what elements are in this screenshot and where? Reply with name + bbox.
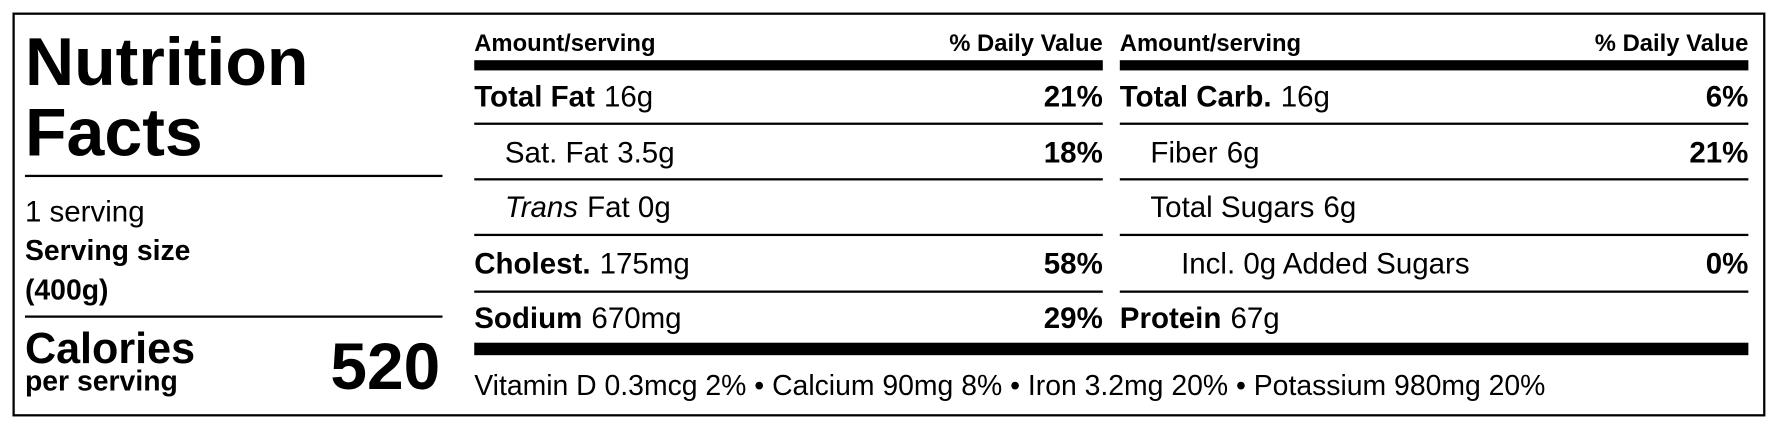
calories-label: Calories	[25, 325, 195, 373]
divider	[24, 315, 443, 318]
serving-size-label: Serving size	[25, 235, 191, 267]
header-amount: Amount/serving	[1120, 30, 1301, 57]
thick-bar	[474, 342, 1749, 356]
nutrient-amount: 175mg	[600, 247, 690, 280]
calories-sub: per serving	[25, 365, 178, 397]
nutrient-name: Cholest.	[474, 247, 590, 280]
nutrient-name: Protein	[1120, 302, 1222, 335]
nutrient-row: Incl. 0g Added Sugars	[1181, 247, 1470, 280]
nutrient-row: Fiber 6g	[1150, 136, 1259, 169]
nutrient-amount: 67g	[1230, 302, 1279, 335]
divider	[1119, 122, 1749, 125]
divider	[1119, 290, 1749, 293]
divider	[474, 233, 1103, 237]
nutrient-name: Total Carb.	[1120, 81, 1272, 114]
daily-value: 18%	[1044, 136, 1103, 169]
daily-value: 58%	[1044, 247, 1103, 280]
nutrient-row: Total Sugars 6g	[1150, 191, 1356, 224]
nutrient-amount: 16g	[604, 81, 653, 114]
nutrient-name: Fiber	[1150, 136, 1217, 169]
nutrient-row: Sodium 670mg	[474, 302, 681, 335]
nutrient-row: Total Fat 16g	[474, 81, 653, 114]
nutrient-row: Sat. Fat 3.5g	[505, 136, 675, 169]
daily-value: 29%	[1044, 302, 1103, 335]
calories: 520	[330, 329, 440, 403]
daily-value: 6%	[1706, 81, 1749, 114]
divider	[474, 122, 1103, 125]
nutrient-amount: 3.5g	[617, 136, 674, 169]
title-line: Facts	[25, 95, 203, 171]
nutrient-amount: Fat 0g	[587, 191, 671, 224]
nutrient-row: Total Carb. 16g	[1120, 81, 1330, 114]
divider	[474, 290, 1103, 293]
nutrient-name: Total Fat	[474, 81, 595, 114]
nutrient-name: Trans	[505, 191, 578, 224]
header-dv: % Daily Value	[1595, 30, 1749, 57]
nutrient-amount: 6g	[1323, 191, 1356, 224]
nutrient-amount: 670mg	[591, 302, 681, 335]
nutrient-name: Sodium	[474, 302, 582, 335]
nutrient-row: Cholest. 175mg	[474, 247, 690, 280]
header-amount: Amount/serving	[474, 30, 655, 57]
nutrient-name: Total Sugars	[1150, 191, 1314, 224]
divider	[1119, 233, 1749, 237]
divider	[474, 178, 1103, 181]
divider	[24, 174, 443, 178]
divider	[1119, 178, 1749, 181]
daily-value: 0%	[1706, 247, 1749, 280]
header-dv: % Daily Value	[949, 30, 1103, 57]
thick-bar	[474, 60, 1103, 71]
daily-value: 21%	[1689, 136, 1748, 169]
footer: Vitamin D 0.3mcg 2% • Calcium 90mg 8% • …	[474, 370, 1545, 402]
nutrient-amount: 16g	[1281, 81, 1330, 114]
nutrient-name: Sat. Fat	[505, 136, 608, 169]
nutrient-name: Incl. 0g Added Sugars	[1181, 247, 1470, 280]
servings: 1 serving	[25, 195, 145, 228]
title-line: Nutrition	[25, 24, 309, 100]
nutrient-row: Trans Fat 0g	[505, 191, 671, 224]
nutrient-row: Protein 67g	[1120, 302, 1280, 335]
daily-value: 21%	[1044, 81, 1103, 114]
serving-size: (400g)	[25, 275, 109, 307]
thick-bar	[1119, 60, 1749, 71]
nutrient-amount: 6g	[1227, 136, 1260, 169]
